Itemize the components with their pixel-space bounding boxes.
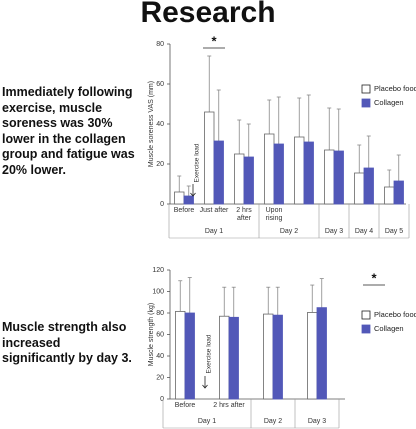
group-label: Day 1 [205,228,223,235]
exercise-load-label: Exercise load [194,143,201,182]
bar [316,307,327,400]
group-label: Day 4 [355,228,373,235]
group-label: Day 3 [325,228,343,235]
bar [204,111,215,205]
y-axis-title: Muscle soreness VAS (mm) [148,81,155,167]
y-tick-label: 60 [156,81,164,88]
bar [384,186,395,205]
bar [264,133,275,205]
group-label: Day 2 [280,228,298,235]
legend-swatch [361,84,371,94]
bar [363,167,374,205]
y-tick-label: 100 [152,288,164,295]
significance-star: * [211,33,217,48]
bar [234,153,245,205]
y-tick-label: 20 [156,161,164,168]
exercise-load-arrow [202,376,208,389]
y-tick-label: 40 [156,353,164,360]
bar [272,314,283,400]
x-tick-label: Just after [199,207,229,214]
bar [307,312,318,400]
bar [294,136,305,205]
bar [273,143,284,205]
x-tick-label: Before [174,402,196,409]
x-tick-label: 2 hrs after [213,402,245,409]
x-tick-label: Before [173,207,195,214]
group-label: Day 3 [308,418,326,425]
significance-star: * [371,270,377,285]
bar [263,313,274,400]
caption: Immediately following exercise, muscle s… [2,85,135,177]
y-tick-label: 20 [156,374,164,381]
y-tick-label: 80 [156,310,164,317]
bar [213,140,224,205]
legend-label: Placebo food [374,310,416,319]
bar [184,312,195,400]
bar [219,315,230,400]
bar [393,180,404,205]
bar [333,150,344,205]
y-tick-label: 40 [156,121,164,128]
bar [174,191,185,205]
bar [324,149,335,205]
bar [354,172,365,205]
bar [243,156,254,205]
x-tick-label: 2 hrs after [236,207,252,222]
bar [228,316,239,400]
legend-label: Placebo food [374,84,416,93]
y-axis-title: Muscle strength (kg) [148,303,155,366]
legend-swatch [361,324,371,334]
legend-swatch [361,98,371,108]
group-label: Day 1 [198,418,216,425]
x-tick-label: Upon rising [265,207,283,222]
legend-swatch [361,310,371,320]
y-tick-label: 60 [156,331,164,338]
page-title: Research [140,0,276,29]
bar [303,141,314,205]
legend-label: Collagen [374,324,404,333]
y-tick-label: 80 [156,41,164,48]
y-tick-label: 0 [160,396,164,403]
exercise-load-label: Exercise load [206,334,213,373]
group-label: Day 2 [264,418,282,425]
bar [183,195,194,205]
legend-label: Collagen [374,98,404,107]
exercise-load-arrow [190,184,196,197]
bar [175,310,186,400]
caption: Muscle strength also increased significa… [2,320,132,365]
y-tick-label: 0 [160,201,164,208]
y-tick-label: 120 [152,267,164,274]
group-label: Day 5 [385,228,403,235]
